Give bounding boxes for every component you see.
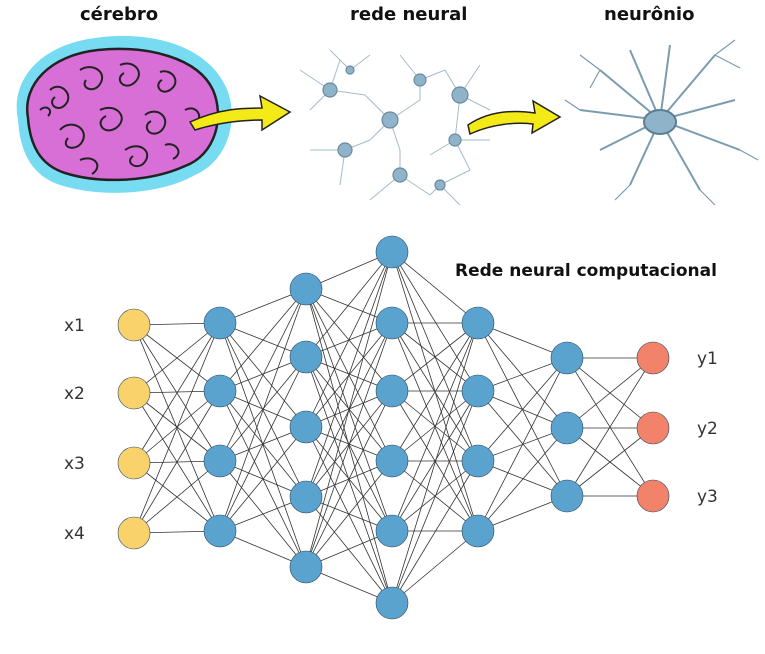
connection-line (391, 251, 479, 392)
connection-line (391, 322, 479, 604)
input-label: x4 (64, 524, 85, 544)
connection-line (391, 390, 479, 604)
connection-line (133, 322, 221, 464)
brain-title: cérebro (80, 4, 159, 25)
input-label: x2 (64, 384, 85, 404)
connection-line (219, 356, 307, 532)
connection-line (391, 530, 479, 604)
connection-line (566, 357, 654, 429)
input-label: x1 (64, 316, 85, 336)
connection-line (305, 251, 393, 568)
connection-line (477, 322, 568, 429)
output-label: y2 (697, 419, 718, 439)
connection-line (391, 390, 479, 532)
connection-line (219, 288, 307, 532)
input-node (117, 376, 151, 410)
hidden-node (375, 444, 409, 478)
hidden-node (375, 374, 409, 408)
brain-illustration (16, 35, 232, 193)
connection-line (477, 390, 568, 497)
output-label: y3 (697, 487, 718, 507)
arrow-icon (467, 99, 562, 136)
hidden-node (289, 272, 323, 306)
input-node (117, 446, 151, 480)
neural-network-title: rede neural (350, 4, 468, 25)
connection-line (305, 460, 393, 568)
connection-line (391, 322, 479, 462)
hidden-node (461, 374, 495, 408)
output-node (636, 341, 670, 375)
output-node (636, 411, 670, 445)
hidden-node (550, 341, 584, 375)
hidden-node (375, 586, 409, 620)
connection-line (477, 427, 568, 532)
hidden-node (375, 514, 409, 548)
hidden-node (203, 374, 237, 408)
connection-line (133, 322, 221, 534)
connection-line (566, 427, 654, 497)
hidden-node (289, 410, 323, 444)
hidden-node (289, 480, 323, 514)
neuron-illustration (564, 39, 759, 206)
hidden-node (461, 306, 495, 340)
connection-line (305, 251, 393, 428)
connection-line (391, 251, 479, 324)
hidden-node (461, 444, 495, 478)
hidden-node (203, 444, 237, 478)
illustration-row (16, 35, 759, 206)
hidden-node (550, 411, 584, 445)
connection-line (219, 288, 307, 462)
hidden-node (203, 306, 237, 340)
neuron-title: neurônio (604, 4, 695, 25)
network-labels: x1 x2 x3 x4 y1 y2 y3 (64, 316, 718, 544)
hidden-node (550, 479, 584, 513)
connection-line (566, 357, 654, 497)
connection-line (219, 322, 307, 568)
connection-line (133, 460, 221, 534)
hidden-node (461, 514, 495, 548)
hidden-node (375, 235, 409, 269)
output-node (636, 479, 670, 513)
connection-line (305, 322, 393, 568)
arrow-icon (188, 94, 292, 132)
connection-line (133, 390, 221, 534)
hidden-node (375, 306, 409, 340)
connection-line (391, 460, 479, 604)
connection-line (391, 322, 479, 532)
hidden-node (203, 514, 237, 548)
input-node (117, 516, 151, 550)
computational-network-title: Rede neural computacional (455, 261, 717, 281)
connection-line (477, 357, 568, 462)
input-label: x3 (64, 454, 85, 474)
connection-line (219, 426, 307, 532)
hidden-node (289, 340, 323, 374)
neural-network-illustration (299, 49, 491, 206)
output-label: y1 (697, 349, 718, 369)
connection-line (219, 288, 307, 392)
connection-line (133, 322, 221, 394)
connection-line (305, 251, 393, 358)
connection-line (305, 496, 393, 604)
hidden-node (289, 550, 323, 584)
connection-line (391, 322, 479, 392)
connection-line (305, 390, 393, 568)
input-node (117, 308, 151, 342)
connection-line (305, 251, 393, 498)
network-nodes (117, 235, 670, 620)
connection-line (477, 357, 568, 532)
